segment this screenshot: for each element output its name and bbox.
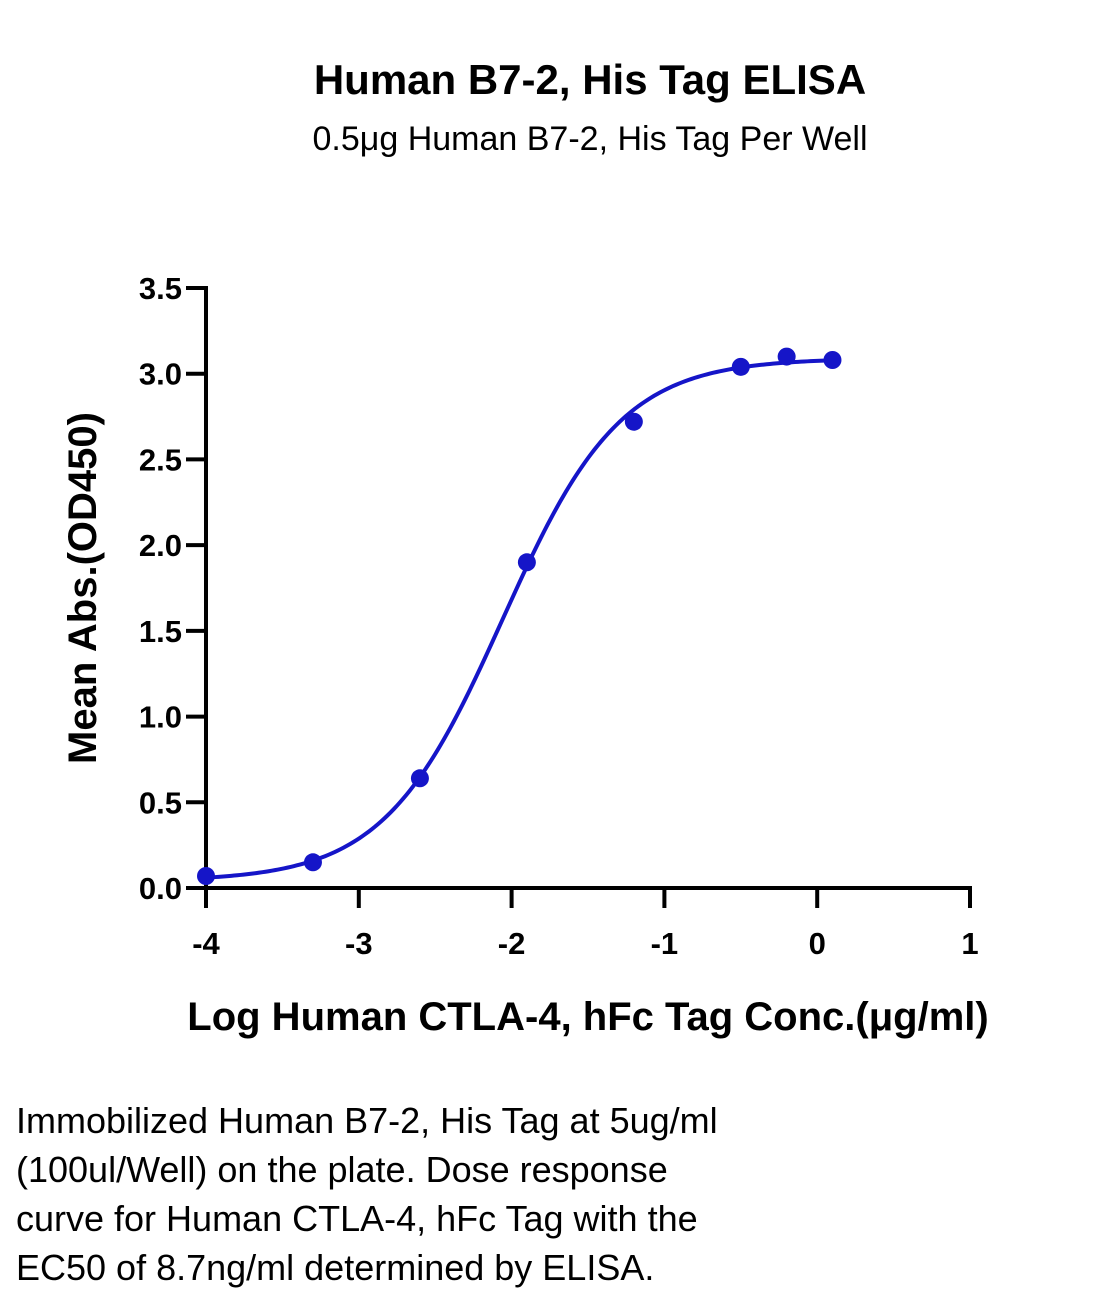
caption-line: (100ul/Well) on the plate. Dose response <box>16 1149 668 1190</box>
elisa-chart: Human B7-2, His Tag ELISA 0.5μg Human B7… <box>61 56 989 1039</box>
y-tick-label: 0.5 <box>139 785 182 820</box>
chart-subtitle: 0.5μg Human B7-2, His Tag Per Well <box>312 120 867 158</box>
y-tick-label: 3.5 <box>139 271 182 306</box>
y-axis-label: Mean Abs.(OD450) <box>61 412 105 764</box>
data-point <box>777 347 796 366</box>
caption-line: curve for Human CTLA-4, hFc Tag with the <box>16 1198 698 1239</box>
data-point <box>410 769 429 788</box>
x-tick-label: -4 <box>192 926 220 961</box>
data-point <box>517 553 536 572</box>
y-tick-label: 2.0 <box>139 528 182 563</box>
y-tick-label: 2.5 <box>139 442 182 477</box>
figure-caption: Immobilized Human B7-2, His Tag at 5ug/m… <box>16 1096 1076 1292</box>
y-tick-label: 3.0 <box>139 357 182 392</box>
x-axis-label: Log Human CTLA-4, hFc Tag Conc.(μg/ml) <box>187 995 988 1039</box>
x-tick-label: -1 <box>651 926 679 961</box>
fit-curve-layer <box>205 358 833 880</box>
x-tick-label: 1 <box>961 926 978 961</box>
data-point <box>197 867 215 885</box>
x-tick-label: -2 <box>498 926 526 961</box>
data-point <box>303 853 322 872</box>
y-tick-label: 0.0 <box>139 871 182 906</box>
chart-title: Human B7-2, His Tag ELISA <box>314 56 866 103</box>
x-tick-label: 0 <box>809 926 826 961</box>
data-point <box>823 351 842 369</box>
y-tick-label: 1.0 <box>139 700 182 735</box>
x-tick-label: -3 <box>345 926 373 961</box>
data-point <box>731 357 750 376</box>
caption-line: Immobilized Human B7-2, His Tag at 5ug/m… <box>16 1100 718 1141</box>
caption-line: EC50 of 8.7ng/ml determined by ELISA. <box>16 1247 655 1288</box>
data-points-layer <box>197 347 842 885</box>
chart-axes: 0.0 0.5 1.0 1.5 2.0 2.5 3.0 3.5 -4 -3 -2 -1 0 1 <box>139 271 979 961</box>
y-tick-label: 1.5 <box>139 614 182 649</box>
data-point <box>624 412 643 431</box>
fit-curve <box>205 358 833 880</box>
